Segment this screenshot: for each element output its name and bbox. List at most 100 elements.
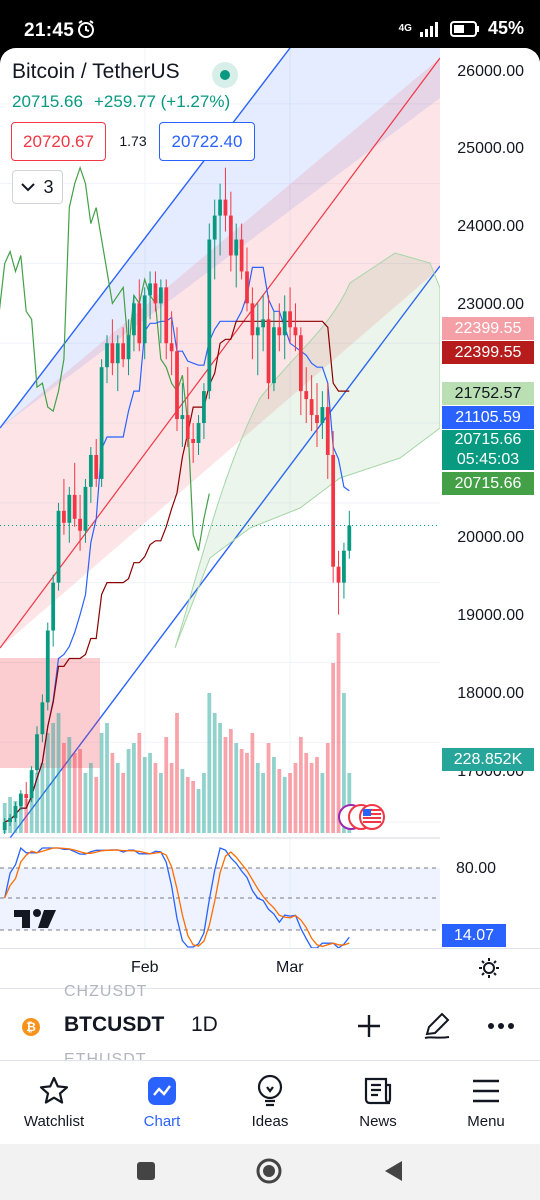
candle-body [218,199,222,216]
price-tick: 23000.00 [457,296,524,313]
candle-body [228,215,233,256]
indicators-count: 3 [43,176,54,197]
oscillator-value-tag: 14.07 [442,924,506,947]
candle-body [180,415,185,420]
volume-bar [272,757,276,833]
candle-body [234,239,239,256]
volume-bar [298,737,303,833]
symbol-selector[interactable]: BTCUSDT [64,1013,165,1036]
candle-body [315,415,319,424]
timeframe-selector[interactable]: 1D [191,1013,218,1036]
tradingview-app: Bitcoin / TetherUS 20715.66 +259.77 (+1.… [0,48,540,1200]
candle-body [250,303,255,336]
candle-body [99,367,104,479]
candle-body [245,271,249,304]
status-time: 21:45 [24,20,75,41]
volume-bar [202,773,206,833]
candle-body [45,630,50,703]
candle-body [110,343,115,364]
news-icon [364,1077,392,1105]
volume-bar [45,733,50,833]
volume-bar [282,777,287,833]
menu-icon [473,1079,499,1103]
volume-bar [29,789,34,833]
candle-body [272,327,276,384]
price-tag-span-a: 21752.57 [442,382,534,405]
chart-settings-icon[interactable] [478,957,500,979]
back-button[interactable] [378,1156,408,1186]
volume-bar [320,773,325,833]
channel-bottom-line [9,265,441,839]
alarm-icon [78,20,94,38]
candle-body [94,454,99,479]
candle-body [56,510,61,583]
volume-bar [239,749,244,833]
volume-bar [18,793,23,833]
candle-body [239,239,244,272]
candle-body [24,794,29,799]
us-flag-icon [338,804,385,830]
home-button[interactable] [254,1156,284,1186]
price-tick: 24000.00 [457,218,524,235]
bottom-tab-bar: Watchlist Chart Ideas News Menu [0,1060,540,1144]
candle-body [40,702,45,735]
indicators-toggle[interactable]: 3 [12,170,63,204]
candle-body [347,525,352,551]
volume-bar [223,737,228,833]
volume-bar [331,663,336,833]
recents-button[interactable] [131,1156,161,1186]
lagging-span-line [0,165,210,551]
price-tick: 25000.00 [457,140,524,157]
chart-area[interactable]: Bitcoin / TetherUS 20715.66 +259.77 (+1.… [0,48,540,988]
candle-body [288,311,292,328]
candle-body [331,454,336,567]
square-icon [137,1162,155,1180]
candle-body [325,407,330,455]
candle-body [320,407,325,424]
candle-body [18,794,23,807]
tab-menu[interactable]: Menu [436,1073,536,1130]
candle-body [67,494,72,523]
volume-bar [196,789,201,833]
volume-tag: 228.852K [442,748,534,771]
previous-symbol[interactable]: CHZUSDT [64,983,148,1000]
price-chart[interactable] [0,48,540,948]
tab-watchlist[interactable]: Watchlist [4,1073,104,1130]
price-tick: 19000.00 [457,607,524,624]
candle-body [29,770,34,799]
price-tag-last: 20715.66 05:45:03 [442,430,534,470]
volume-bar [158,773,163,833]
network-type: 4G [398,23,412,34]
buy-button[interactable]: 20722.40 [159,122,255,161]
more-button[interactable] [484,1009,518,1043]
candle-body [115,343,120,364]
economic-events-flags[interactable] [334,802,392,832]
oscillator-upper-level: 80.00 [456,860,497,877]
tab-ideas[interactable]: Ideas [220,1073,320,1130]
candle-body [83,486,88,531]
candle-body [105,343,109,368]
volume-bar [78,749,82,833]
tab-news[interactable]: News [328,1073,428,1130]
symbol-title[interactable]: Bitcoin / TetherUS [12,60,180,83]
sell-button[interactable]: 20720.67 [11,122,106,161]
volume-bar [40,763,45,833]
candle-body [175,351,179,420]
volume-bar [175,713,179,833]
tab-chart[interactable]: Chart [112,1073,212,1130]
volume-bar [94,777,99,833]
candle-body [277,327,282,336]
drawing-tools-button[interactable] [420,1009,454,1043]
add-button[interactable] [352,1009,386,1043]
system-navigation-bar [0,1144,540,1200]
candle-body [266,319,271,384]
oscillator-d-line [4,847,350,948]
more-dots-icon [488,1023,514,1029]
volume-bar [293,763,298,833]
volume-bar [121,773,126,833]
volume-bar [277,769,282,833]
volume-bar [110,753,115,833]
time-axis[interactable]: Feb Mar [0,948,540,986]
price-tag-kijun: 22399.55 [442,341,534,364]
volume-bar [72,753,77,833]
